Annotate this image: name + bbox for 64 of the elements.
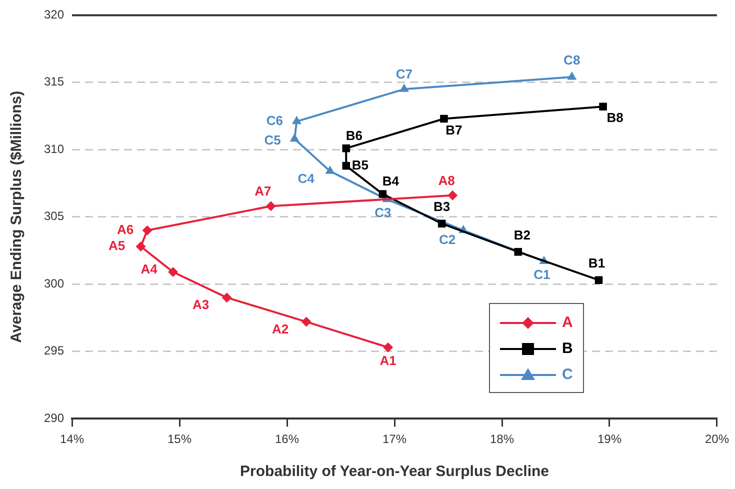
point (567, 72, 577, 80)
data-label: B8 (606, 110, 624, 126)
data-label: B4 (382, 174, 400, 189)
point (325, 166, 335, 174)
x-tick-label: 20% (704, 432, 730, 446)
point (448, 190, 458, 200)
point (514, 248, 522, 256)
data-label: B7 (446, 122, 462, 138)
point (440, 114, 448, 123)
x-tick-label: 17% (382, 432, 407, 446)
data-label: A3 (192, 297, 210, 312)
y-tick-label: 315 (44, 74, 64, 89)
data-label: B5 (352, 157, 368, 172)
data-label: A2 (272, 321, 289, 336)
data-label: C8 (564, 52, 580, 68)
data-label: B3 (433, 199, 450, 214)
point (342, 162, 350, 170)
x-tick-label: 15% (168, 432, 192, 446)
point (599, 102, 607, 111)
y-tick-label: 290 (44, 410, 64, 425)
x-axis-title: Probability of Year-on-Year Surplus Decline (240, 463, 549, 480)
data-label: C2 (438, 232, 456, 247)
data-label: C7 (396, 66, 412, 82)
data-label: A1 (380, 352, 396, 368)
data-label: A4 (140, 262, 158, 277)
point (290, 133, 300, 142)
data-label: C5 (264, 132, 281, 148)
point (136, 241, 146, 252)
y-tick-label: 295 (44, 344, 64, 358)
point (383, 342, 394, 352)
point (594, 276, 603, 284)
point (168, 267, 178, 278)
point (142, 225, 152, 236)
y-tick-label: 320 (44, 8, 64, 22)
data-label: B2 (514, 227, 530, 242)
point (292, 116, 302, 124)
y-tick-label: 300 (44, 276, 64, 290)
legend-label: B (562, 340, 573, 358)
y-tick-label: 305 (44, 209, 64, 224)
x-tick-label: 14% (60, 432, 84, 446)
y-axis-title: Average Ending Surplus ($Millions) (8, 90, 26, 343)
legend-label: C (562, 366, 573, 384)
data-label: C6 (266, 113, 283, 128)
x-tick-label: 16% (274, 432, 300, 446)
point (399, 84, 409, 92)
data-label: C1 (534, 266, 550, 282)
data-label: A6 (116, 222, 134, 237)
point (438, 220, 446, 228)
data-label: B6 (346, 128, 362, 143)
point (342, 144, 350, 152)
data-label: C3 (374, 204, 392, 220)
y-tick-label: 310 (44, 142, 64, 156)
data-label: B1 (588, 256, 606, 271)
point (266, 201, 276, 212)
point (301, 316, 312, 327)
data-label: A5 (108, 238, 126, 254)
data-label: A7 (254, 184, 272, 199)
data-label: C4 (298, 170, 316, 186)
data-label: A8 (438, 172, 455, 188)
point (378, 190, 387, 198)
x-tick-label: 19% (597, 432, 622, 446)
legend-label: A (562, 314, 573, 332)
point (222, 292, 232, 303)
x-tick-label: 18% (490, 432, 514, 446)
